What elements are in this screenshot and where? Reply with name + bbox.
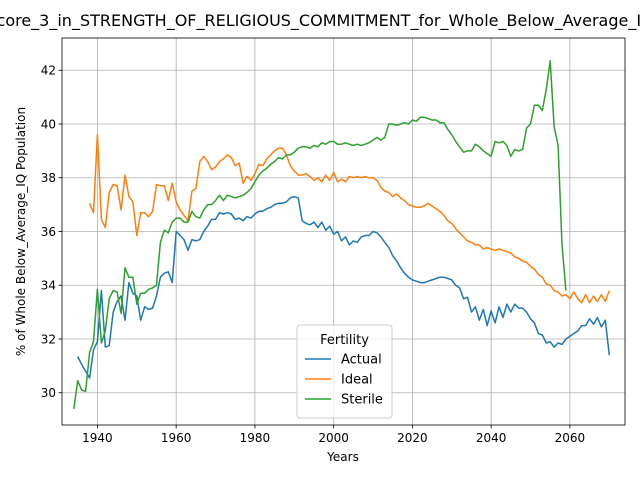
y-tick-label: 32 [41, 332, 56, 346]
legend-label-actual: Actual [341, 353, 382, 368]
x-tick-label: 1980 [240, 431, 271, 445]
legend-title: Fertility [320, 333, 369, 348]
x-tick-label: 2040 [476, 431, 507, 445]
x-tick-label: 1940 [82, 431, 113, 445]
x-axis-title: Years [326, 450, 359, 464]
x-tick-label: 2020 [397, 431, 428, 445]
legend-label-sterile: Sterile [341, 393, 383, 408]
legend: Fertility Actual Ideal Sterile [297, 325, 392, 418]
y-tick-label: 34 [41, 279, 56, 293]
y-tick-label: 38 [41, 171, 56, 185]
y-tick-label: 36 [41, 225, 56, 239]
y-axis-title: % of Whole Below_Average_IQ Population [14, 107, 28, 356]
y-tick-label: 30 [41, 386, 56, 400]
y-tick-label: 42 [41, 64, 56, 78]
chart-title: Score_3_in_STRENGTH_OF_RELIGIOUS_COMMITM… [0, 11, 640, 31]
x-tick-label: 2060 [555, 431, 586, 445]
legend-label-ideal: Ideal [341, 373, 373, 388]
y-tick-label: 40 [41, 117, 56, 131]
x-tick-label: 2000 [318, 431, 349, 445]
x-tick-label: 1960 [161, 431, 192, 445]
